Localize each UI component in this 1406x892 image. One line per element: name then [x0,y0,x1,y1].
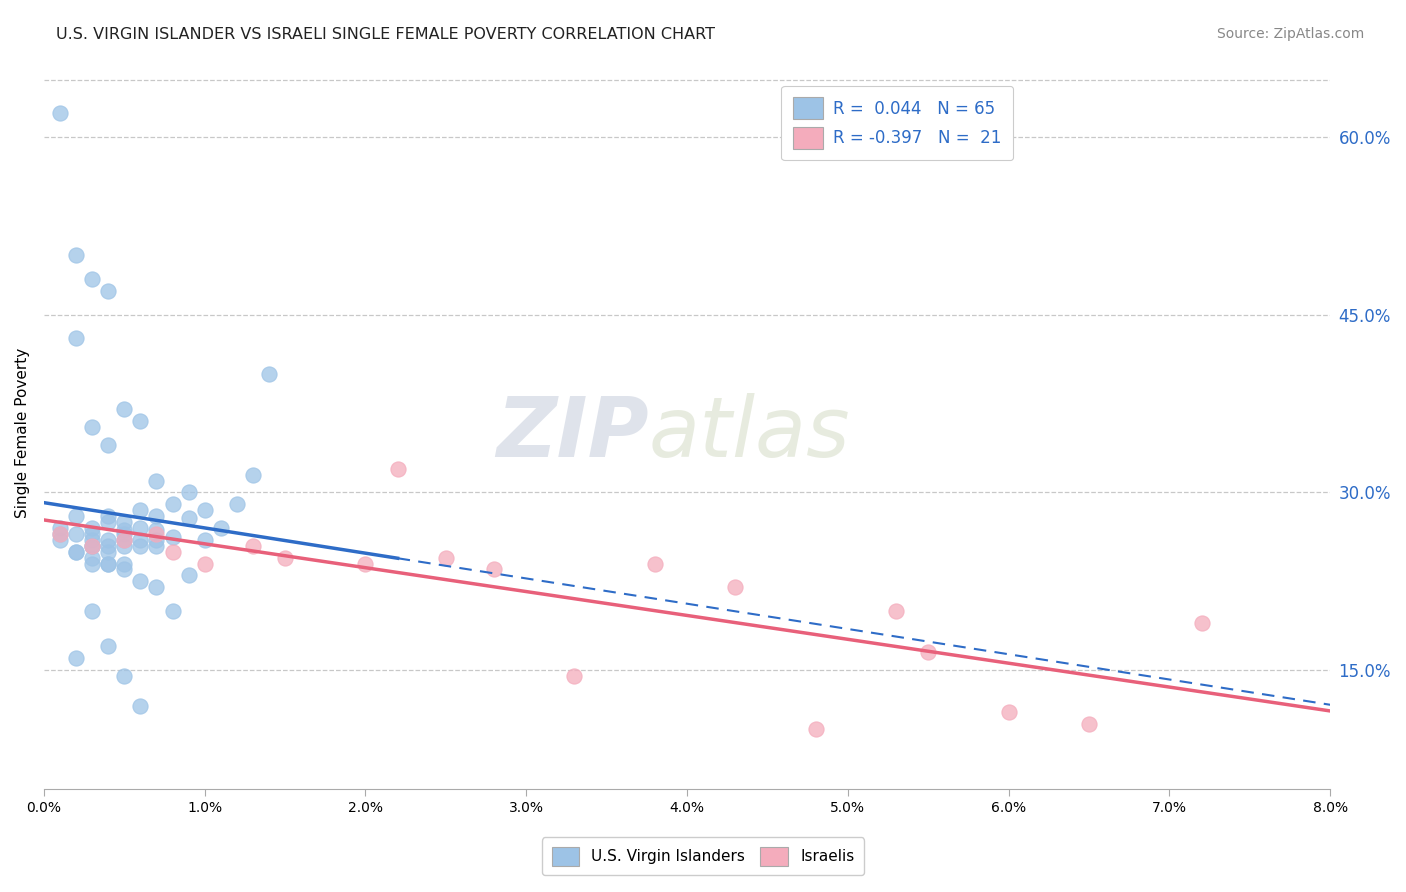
Point [97,533,120,547]
Point [145,580,167,594]
Point [65,331,87,345]
Point [129,539,152,553]
Point [97,284,120,298]
Point [129,698,152,713]
Point [97,544,120,558]
Point [209,521,232,535]
Point [242,539,264,553]
Point [145,527,167,541]
Point [65,544,87,558]
Point [242,467,264,482]
Point [194,557,217,571]
Point [97,557,120,571]
Point [644,557,666,571]
Point [82,420,104,434]
Point [145,524,167,538]
Point [112,669,135,683]
Text: atlas: atlas [648,392,851,474]
Point [177,511,200,525]
Point [82,539,104,553]
Point [162,604,184,618]
Legend: U.S. Virgin Islanders, Israelis: U.S. Virgin Islanders, Israelis [543,838,863,875]
Point [65,651,87,665]
Point [112,562,135,576]
Text: Source: ZipAtlas.com: Source: ZipAtlas.com [1216,27,1364,41]
Point [997,705,1019,719]
Point [82,521,104,535]
Point [112,533,135,547]
Point [434,550,457,565]
Point [387,461,409,475]
Point [65,248,87,262]
Point [194,533,217,547]
Point [82,539,104,553]
Point [82,604,104,618]
Point [225,497,247,511]
Point [145,509,167,524]
Point [82,533,104,547]
Point [274,550,297,565]
Point [82,272,104,286]
Point [97,640,120,654]
Point [354,557,377,571]
Point [129,521,152,535]
Point [129,574,152,589]
Y-axis label: Single Female Poverty: Single Female Poverty [15,348,30,518]
Point [145,474,167,488]
Point [65,527,87,541]
Point [49,533,72,547]
Point [112,539,135,553]
Point [49,106,72,120]
Point [724,580,747,594]
Point [65,544,87,558]
Point [112,524,135,538]
Point [145,539,167,553]
Point [97,515,120,529]
Point [162,497,184,511]
Point [129,533,152,547]
Point [97,509,120,524]
Point [112,557,135,571]
Point [112,533,135,547]
Point [82,550,104,565]
Point [49,527,72,541]
Point [1191,615,1213,630]
Point [97,539,120,553]
Point [884,604,907,618]
Point [194,503,217,517]
Point [97,438,120,452]
Text: U.S. VIRGIN ISLANDER VS ISRAELI SINGLE FEMALE POVERTY CORRELATION CHART: U.S. VIRGIN ISLANDER VS ISRAELI SINGLE F… [56,27,716,42]
Point [1078,716,1101,731]
Point [112,527,135,541]
Point [82,539,104,553]
Point [129,414,152,428]
Point [129,503,152,517]
Point [162,530,184,544]
Point [177,568,200,582]
Point [97,557,120,571]
Point [162,544,184,558]
Point [177,485,200,500]
Point [49,527,72,541]
Point [482,562,505,576]
Point [82,557,104,571]
Text: ZIP: ZIP [496,392,648,474]
Point [112,402,135,417]
Point [82,527,104,541]
Point [257,367,280,381]
Point [804,723,827,737]
Point [917,645,939,659]
Point [49,521,72,535]
Point [145,533,167,547]
Point [112,515,135,529]
Point [65,509,87,524]
Point [564,669,586,683]
Legend: R =  0.044   N = 65, R = -0.397   N =  21: R = 0.044 N = 65, R = -0.397 N = 21 [782,86,1014,161]
